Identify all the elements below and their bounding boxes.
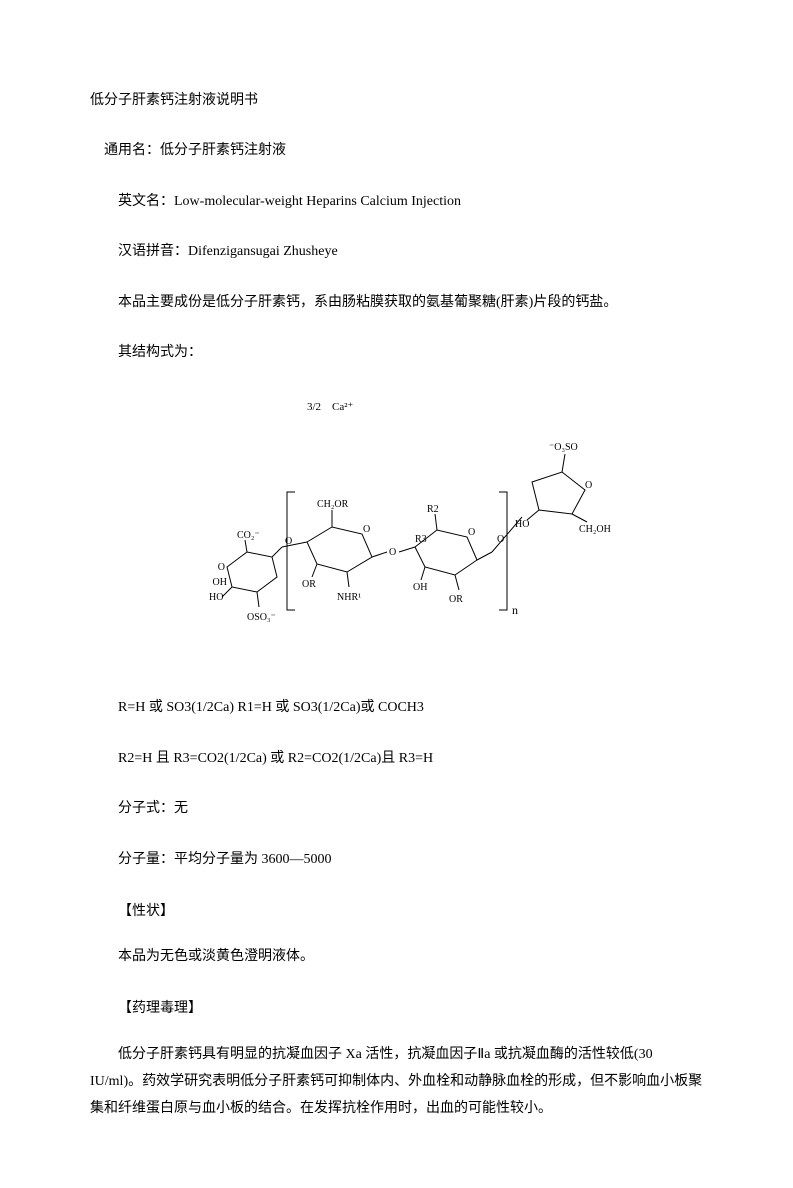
svg-text:O: O [217,562,224,573]
svg-text:O: O [585,480,592,491]
svg-text:⁻O₃SO: ⁻O₃SO [549,442,578,453]
weight-line: 分子量：平均分子量为 3600―5000 [90,849,703,871]
r-definition-1: R=H 或 SO3(1/2Ca) R1=H 或 SO3(1/2Ca)或 COCH… [90,697,703,719]
svg-text:O: O [468,527,475,538]
ring-4-labels: ⁻O₃SO O HO CH₂OH [515,442,611,535]
svg-text:CH₂OR: CH₂OR [317,499,349,510]
o-3-4: O [497,534,504,545]
ring-3-labels: R2 R3 O OR OH [413,504,475,605]
pinyin-line: 汉语拼音：Difenzigansugai Zhusheye [90,241,703,263]
svg-text:OH: OH [413,582,427,593]
document-page: 低分子肝素钙注射液说明书 通用名：低分子肝素钙注射液 英文名：Low-molec… [0,0,793,1188]
structure-svg: 3/2 Ca²⁺ n CO₂⁻ O HO [177,392,617,652]
ring-1-labels: CO₂⁻ O HO OH OSO₃⁻ [209,530,276,623]
document-title: 低分子肝素钙注射液说明书 [90,90,703,112]
english-name-line: 英文名：Low-molecular-weight Heparins Calciu… [90,191,703,213]
repeat-n: n [512,603,518,617]
ring-2 [307,510,387,587]
ring-1 [222,540,282,607]
cation-text: Ca²⁺ [332,401,354,413]
svg-text:OR: OR [449,594,463,605]
formula-line: 分子式：无 [90,798,703,820]
pinyin-label: 汉语拼音： [118,244,188,259]
character-text: 本品为无色或淡黄色澄明液体。 [90,946,703,968]
character-heading: 【性状】 [90,899,703,926]
svg-text:R3: R3 [415,534,427,545]
pinyin-value: Difenzigansugai Zhusheye [188,244,338,259]
ring-2-labels: CH₂OR O OR NHR¹ [302,499,370,603]
svg-text:OSO₃⁻: OSO₃⁻ [247,612,276,623]
english-name-value: Low-molecular-weight Heparins Calcium In… [174,194,461,209]
structure-label: 其结构式为： [90,342,703,364]
composition-text: 本品主要成份是低分子肝素钙，系由肠粘膜获取的氨基葡聚糖(肝素)片段的钙盐。 [90,292,703,314]
pharmacology-heading: 【药理毒理】 [90,996,703,1023]
svg-text:OH: OH [212,577,226,588]
r-definition-2: R2=H 且 R3=CO2(1/2Ca) 或 R2=CO2(1/2Ca)且 R3… [90,748,703,770]
svg-text:CO₂⁻: CO₂⁻ [237,530,260,541]
bond-2-3 [399,547,415,552]
svg-text:NHR¹: NHR¹ [337,592,361,603]
ring-3 [415,514,492,590]
ring-4 [527,454,587,522]
generic-name-value: 低分子肝素钙注射液 [160,143,286,158]
right-bracket [499,492,507,610]
counter-ion-text: 3/2 [307,401,321,413]
svg-text:HO: HO [515,519,529,530]
generic-name-line: 通用名：低分子肝素钙注射液 [90,140,703,162]
formula-label: 分子式： [118,801,174,816]
left-bracket [287,492,295,610]
english-name-label: 英文名： [118,194,174,209]
svg-text:CH₂OH: CH₂OH [579,524,611,535]
formula-value: 无 [174,801,188,816]
svg-text:OR: OR [302,579,316,590]
svg-text:HO: HO [209,592,223,603]
svg-text:R2: R2 [427,504,439,515]
o-2-3: O [389,547,396,558]
weight-label: 分子量： [118,852,174,867]
o-1-2: O [285,536,292,547]
chemical-structure-diagram: 3/2 Ca²⁺ n CO₂⁻ O HO [90,392,703,657]
svg-text:O: O [363,524,370,535]
pharmacology-text: 低分子肝素钙具有明显的抗凝血因子 Xa 活性，抗凝血因子Ⅱa 或抗凝血酶的活性较… [90,1042,703,1122]
weight-value: 平均分子量为 3600―5000 [174,852,332,867]
generic-name-label: 通用名： [104,143,160,158]
